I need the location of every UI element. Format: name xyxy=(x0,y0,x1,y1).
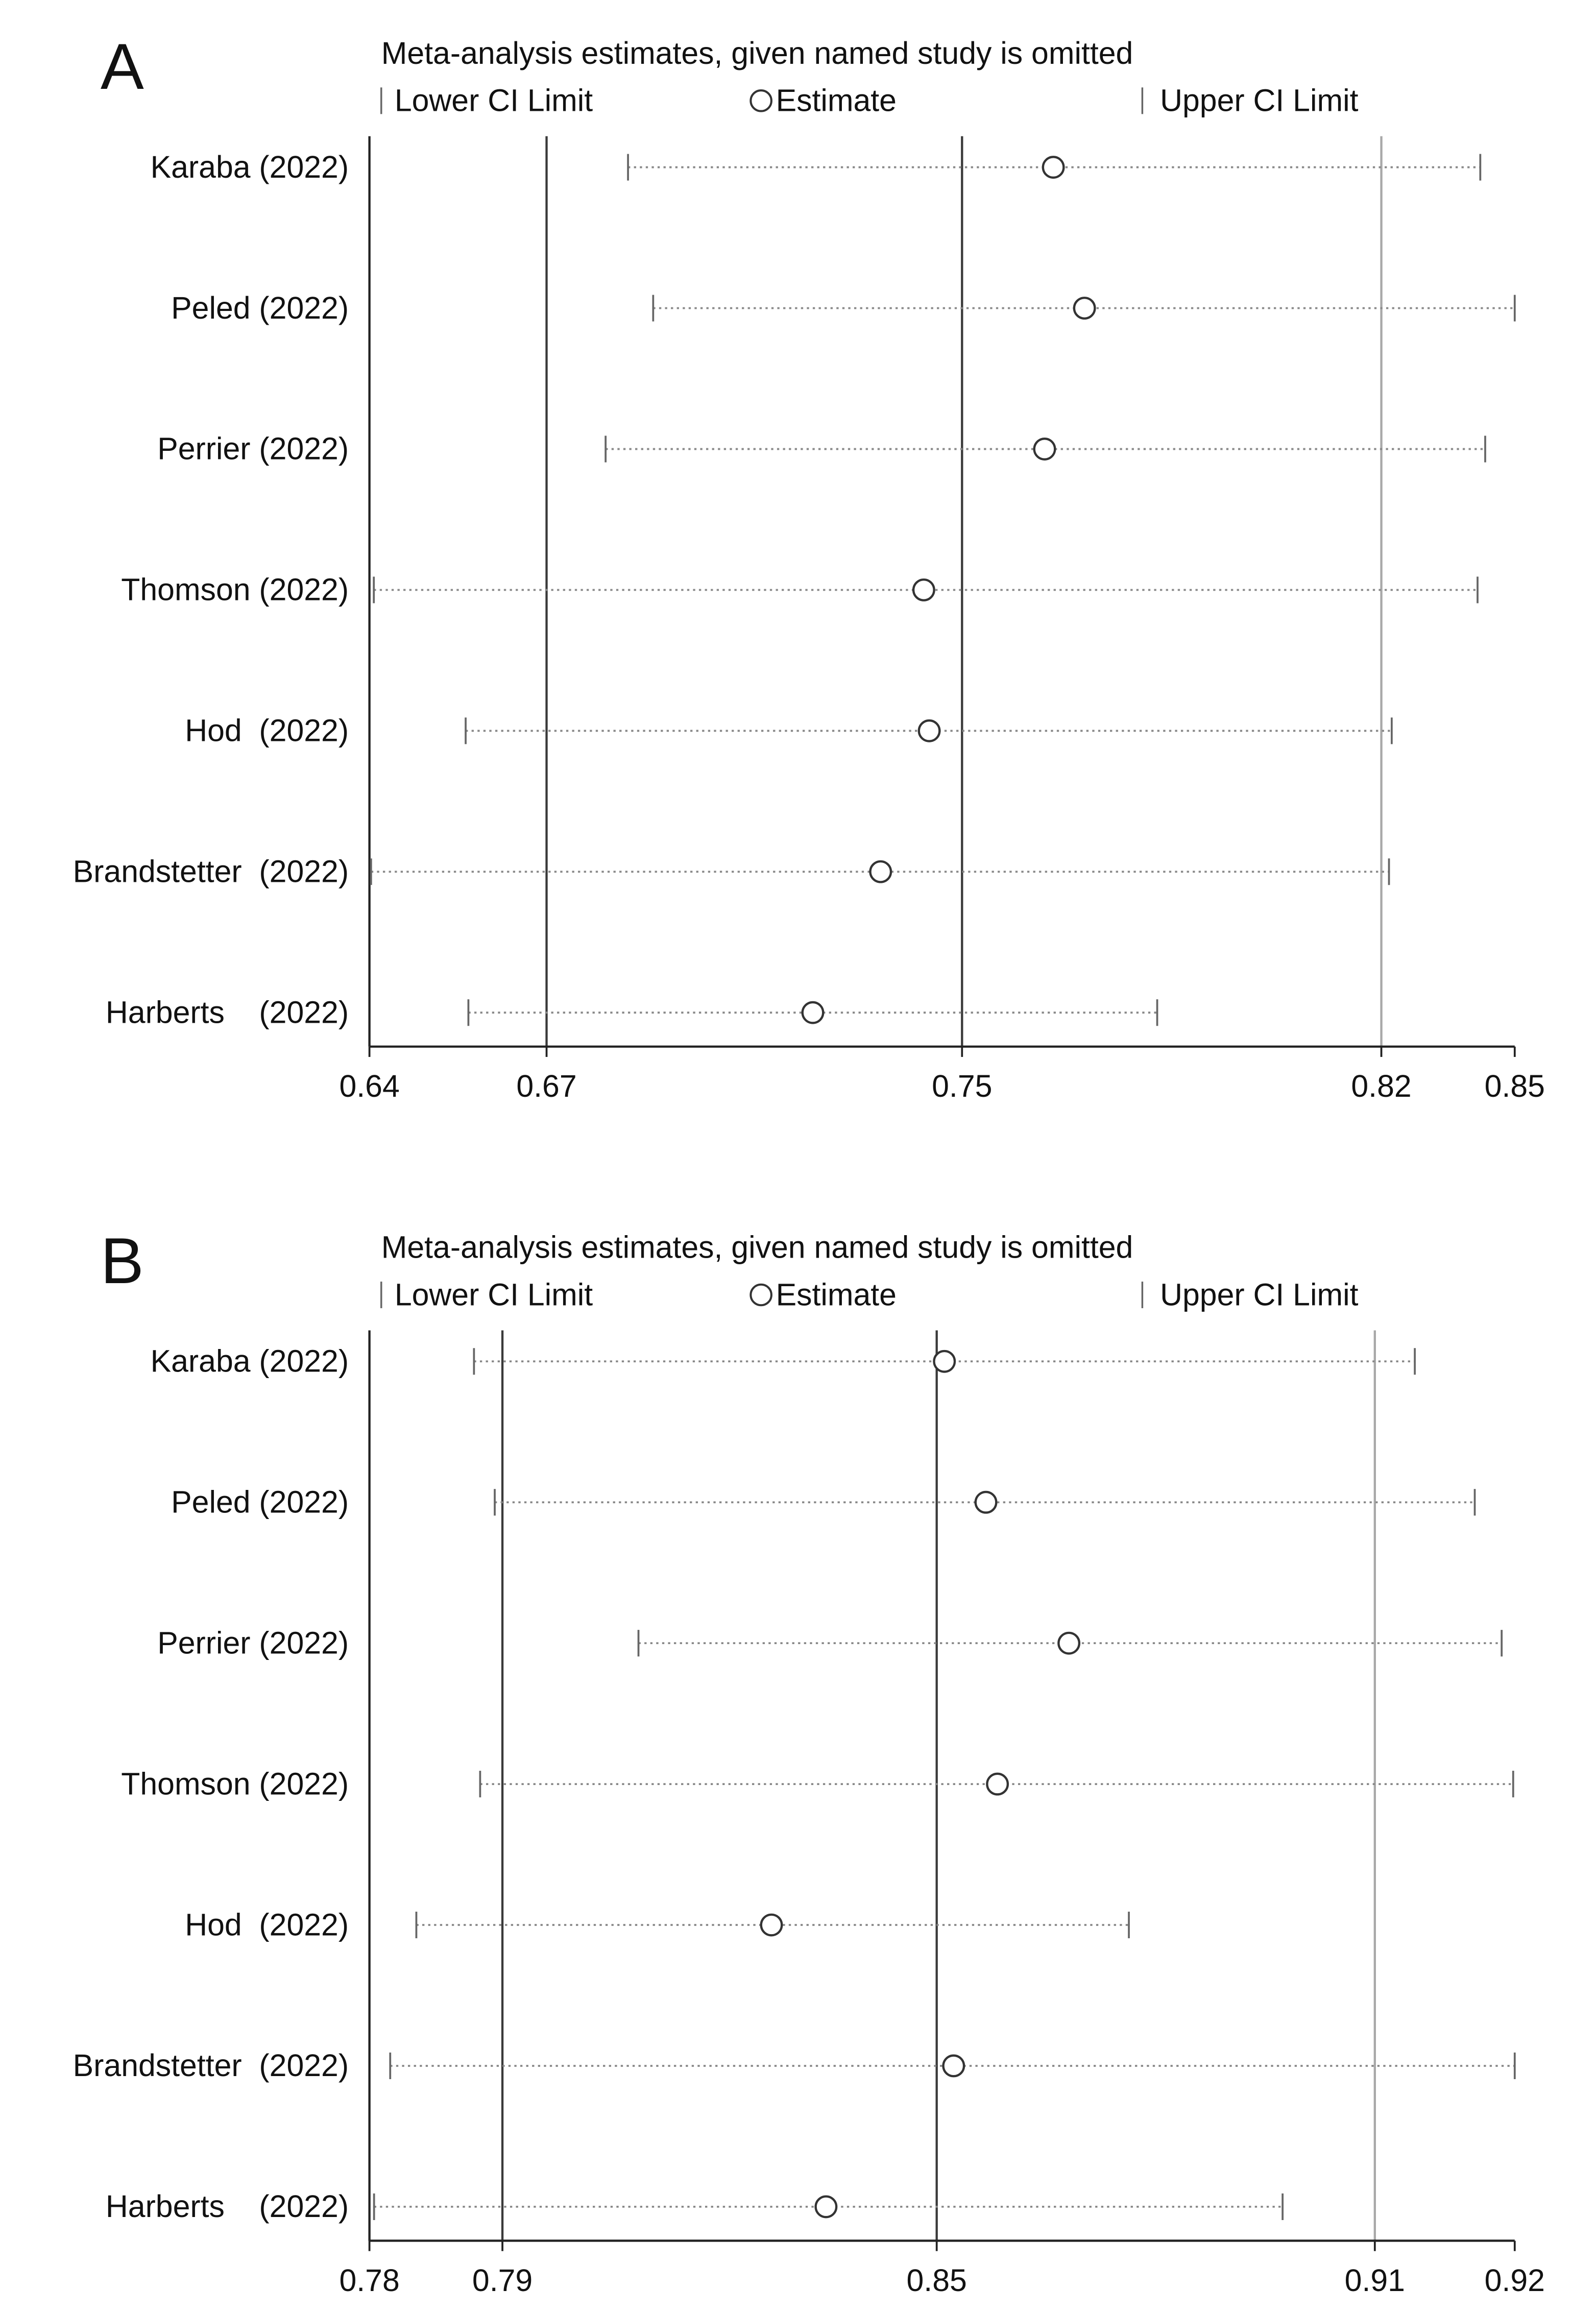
estimate-marker xyxy=(917,719,941,742)
estimate-marker xyxy=(760,1913,783,1937)
estimate-marker xyxy=(1033,438,1056,461)
x-tick-label: 0.75 xyxy=(932,1069,992,1103)
x-tick-label: 0.79 xyxy=(472,2263,533,2298)
estimate-marker xyxy=(869,860,892,883)
legend-estimate: Estimate xyxy=(776,83,897,118)
estimate-marker xyxy=(912,578,935,601)
panel-label: B xyxy=(101,1224,144,1297)
y-tick-label: Harberts (2022) xyxy=(106,2189,349,2224)
y-tick-label: Thomson (2022) xyxy=(121,1766,349,1801)
x-tick-label: 0.78 xyxy=(339,2263,399,2298)
chart-title: Meta-analysis estimates, given named stu… xyxy=(381,36,1133,70)
estimate-marker xyxy=(986,1772,1009,1796)
y-tick-label: Perrier (2022) xyxy=(157,1625,349,1660)
y-tick-label: Karaba (2022) xyxy=(151,1344,349,1379)
y-tick-label: Harberts (2022) xyxy=(106,995,349,1029)
legend-estimate-marker xyxy=(749,89,772,112)
legend-estimate: Estimate xyxy=(776,1277,897,1312)
y-tick-label: Hod (2022) xyxy=(185,1907,349,1942)
x-tick-label: 0.64 xyxy=(339,1069,399,1103)
x-tick-label: 0.85 xyxy=(907,2263,967,2298)
estimate-marker xyxy=(1042,156,1065,179)
x-tick-label: 0.67 xyxy=(516,1069,576,1103)
y-tick-label: Thomson (2022) xyxy=(121,572,349,607)
x-tick-label: 0.92 xyxy=(1485,2263,1545,2298)
estimate-marker xyxy=(801,1001,825,1024)
x-tick-label: 0.85 xyxy=(1485,1069,1545,1103)
estimate-marker xyxy=(974,1490,998,1514)
y-tick-label: Hod (2022) xyxy=(185,713,349,748)
legend-estimate-marker xyxy=(749,1283,772,1307)
estimate-marker xyxy=(1057,1631,1081,1655)
y-tick-label: Perrier (2022) xyxy=(157,431,349,466)
estimate-marker xyxy=(942,2054,965,2078)
estimate-marker xyxy=(1073,297,1096,320)
y-tick-label: Karaba (2022) xyxy=(151,150,349,184)
y-tick-label: Peled (2022) xyxy=(171,291,349,325)
legend-upper: Upper CI Limit xyxy=(1160,1277,1358,1312)
y-tick-label: Brandstetter (2022) xyxy=(73,854,349,889)
x-tick-label: 0.82 xyxy=(1351,1069,1411,1103)
x-tick-label: 0.91 xyxy=(1345,2263,1405,2298)
legend-upper: Upper CI Limit xyxy=(1160,83,1358,118)
y-tick-label: Peled (2022) xyxy=(171,1484,349,1519)
y-tick-label: Brandstetter (2022) xyxy=(73,2048,349,2083)
legend-lower: Lower CI Limit xyxy=(395,83,593,118)
estimate-marker xyxy=(814,2195,838,2219)
chart-title: Meta-analysis estimates, given named stu… xyxy=(381,1230,1133,1265)
panel-label: A xyxy=(101,30,144,103)
legend-lower: Lower CI Limit xyxy=(395,1277,593,1312)
estimate-marker xyxy=(933,1350,956,1373)
